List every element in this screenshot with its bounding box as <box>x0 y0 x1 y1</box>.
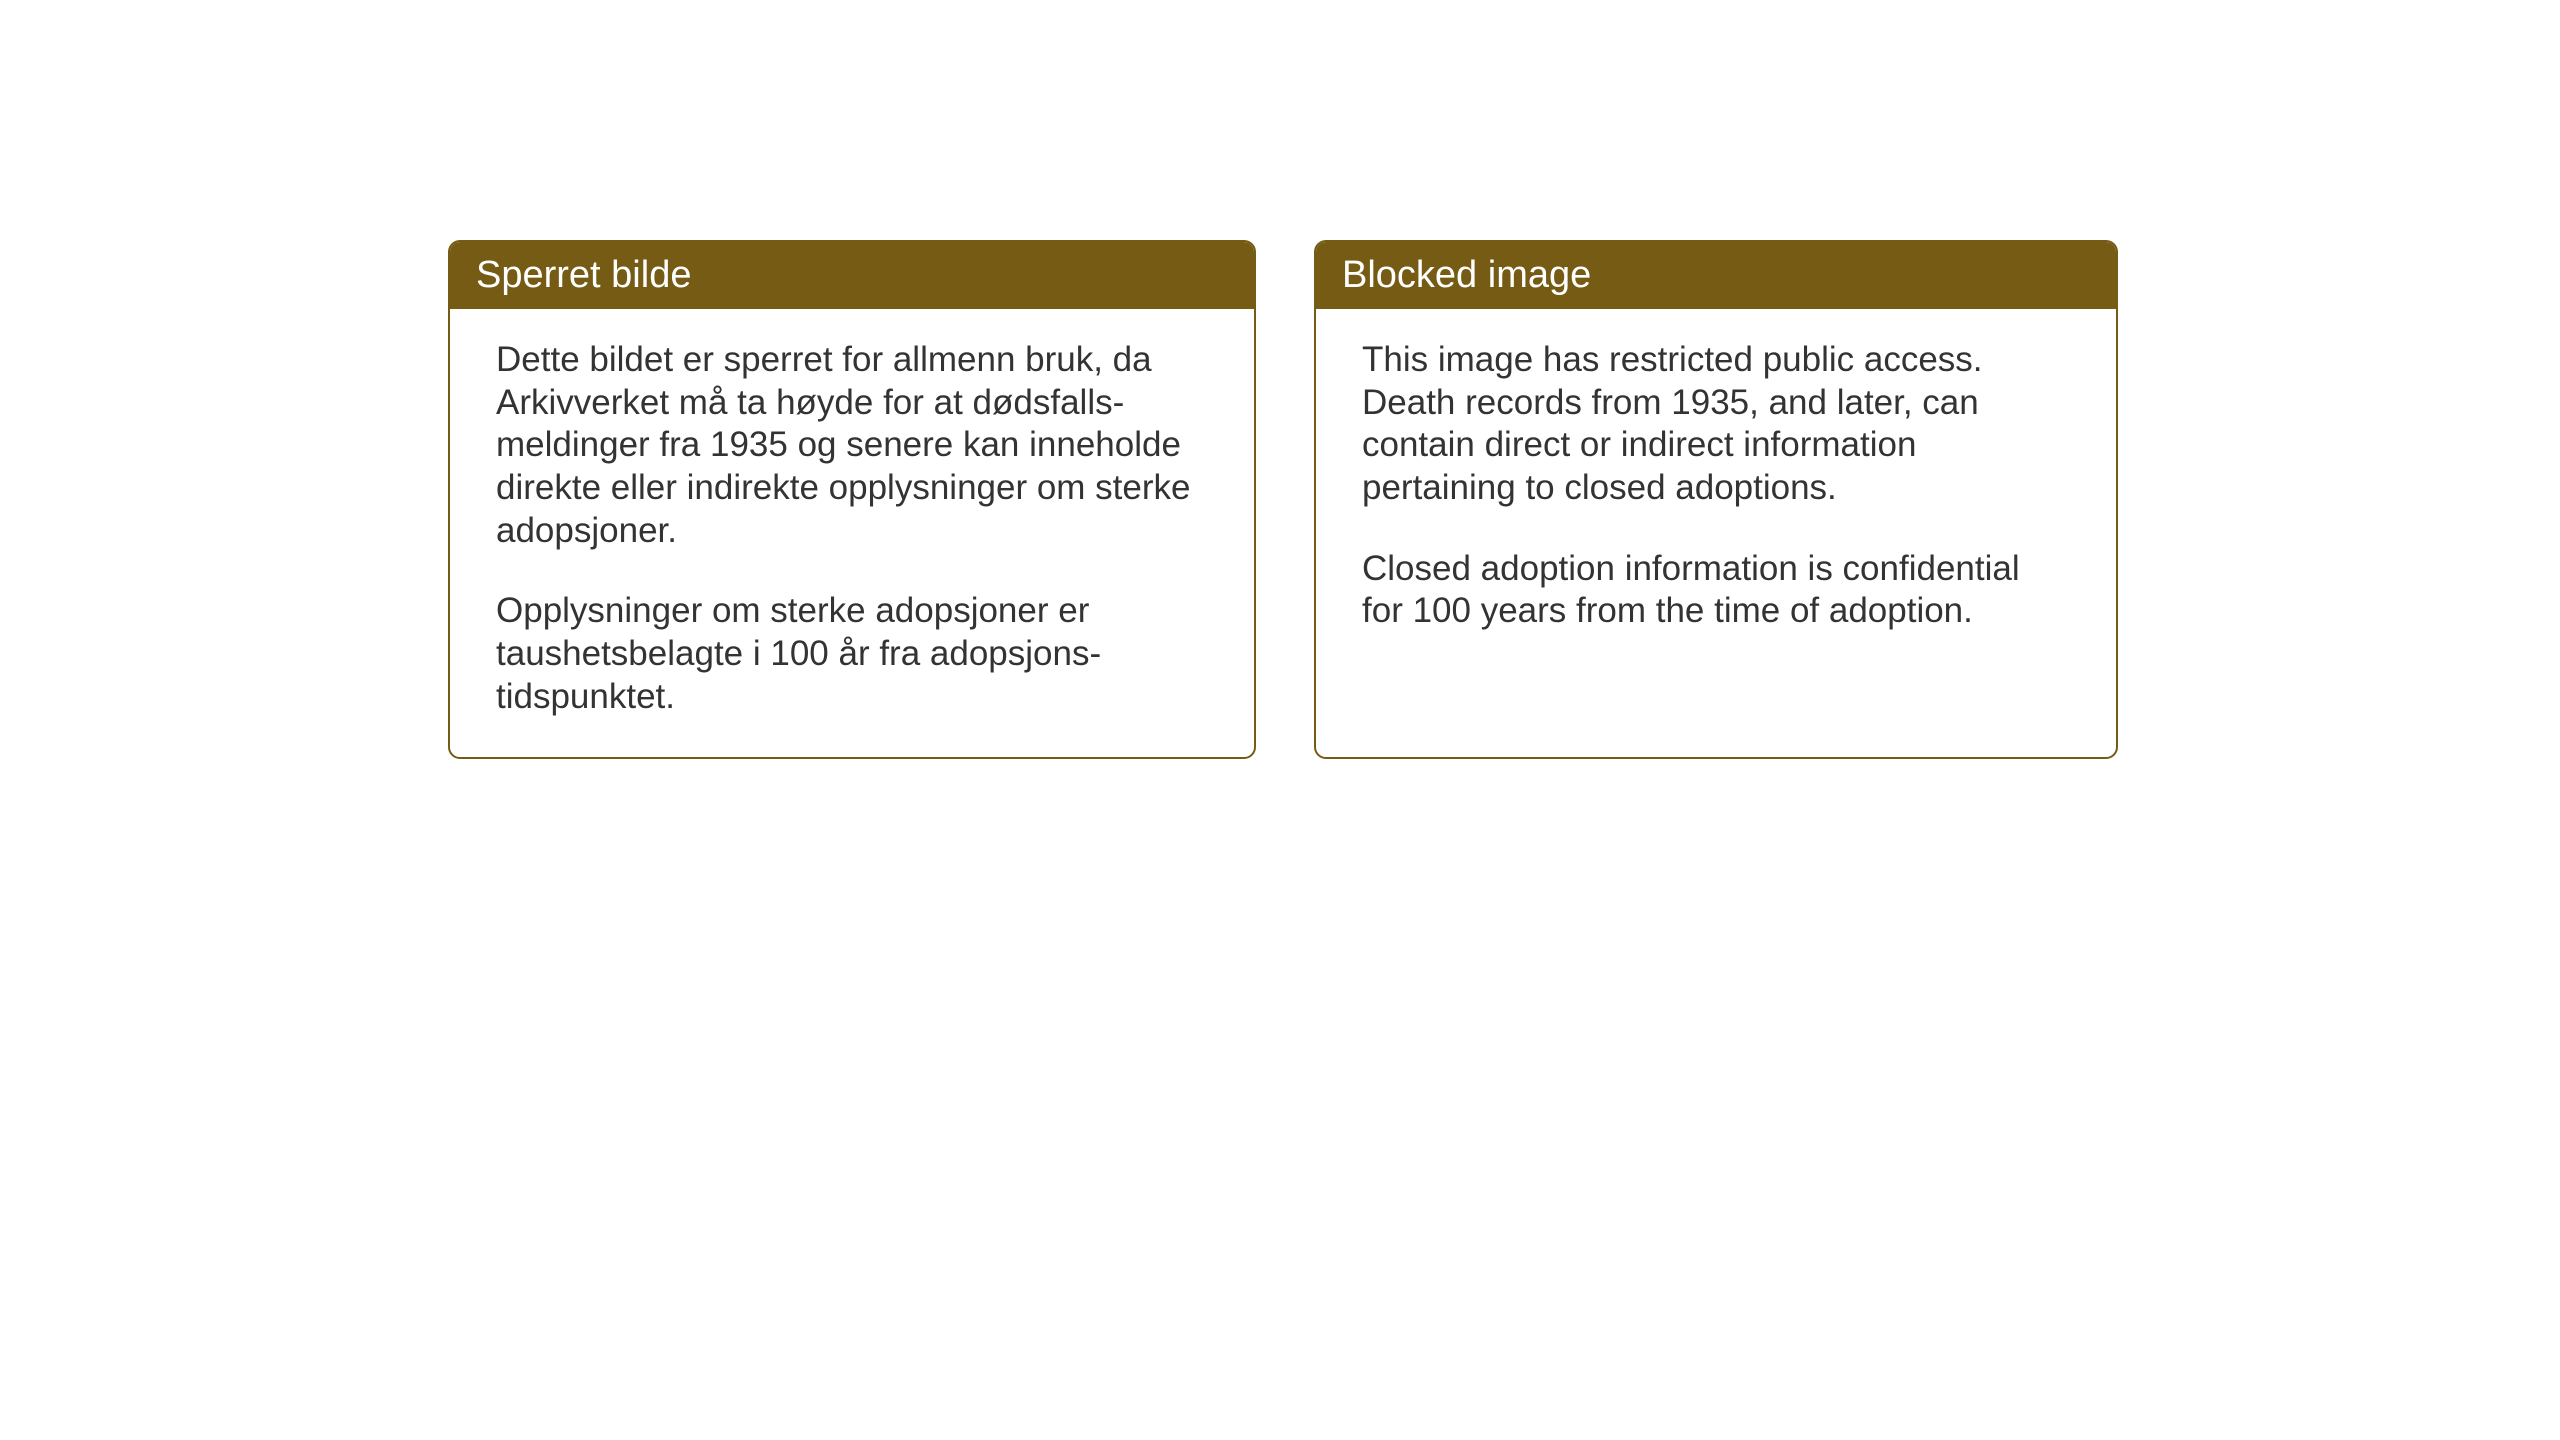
notice-paragraph: Opplysninger om sterke adopsjoner er tau… <box>496 590 1208 718</box>
notice-paragraph: This image has restricted public access.… <box>1362 339 2070 510</box>
notice-title: Sperret bilde <box>476 254 691 296</box>
notice-card-header: Blocked image <box>1316 242 2116 309</box>
notice-card-norwegian: Sperret bilde Dette bildet er sperret fo… <box>448 240 1256 759</box>
notice-card-body: This image has restricted public access.… <box>1316 309 2116 671</box>
notice-card-header: Sperret bilde <box>450 242 1254 309</box>
notice-card-body: Dette bildet er sperret for allmenn bruk… <box>450 309 1254 757</box>
notice-paragraph: Closed adoption information is confident… <box>1362 548 2070 633</box>
notice-card-english: Blocked image This image has restricted … <box>1314 240 2118 759</box>
notice-container: Sperret bilde Dette bildet er sperret fo… <box>448 240 2118 759</box>
notice-title: Blocked image <box>1342 254 1591 296</box>
notice-paragraph: Dette bildet er sperret for allmenn bruk… <box>496 339 1208 552</box>
